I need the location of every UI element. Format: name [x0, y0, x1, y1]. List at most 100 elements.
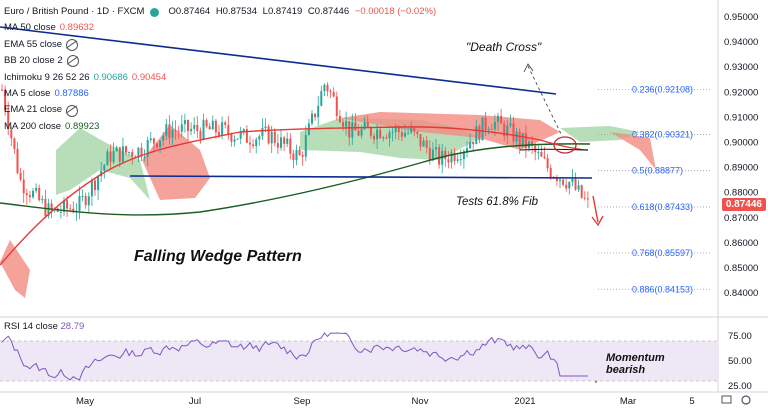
change-value: −0.00018 (−0.02%) [354, 6, 437, 17]
candle-body [515, 131, 518, 142]
candle-body [447, 159, 450, 163]
indicator-value: 0.89632 [59, 22, 95, 34]
candle-body [146, 140, 149, 157]
candle-body [156, 143, 158, 148]
indicator-ma50[interactable]: MA 50 close 0.89632 [4, 20, 436, 36]
candle-body [286, 138, 289, 144]
indicator-ema55[interactable]: EMA 55 close [4, 37, 436, 53]
candle-body [224, 122, 227, 125]
price-tick-label: 0.87000 [724, 213, 758, 224]
candle-body [484, 117, 487, 130]
candle-body [84, 195, 87, 206]
candle-body [264, 126, 267, 128]
candle-body [472, 141, 475, 145]
rsi-tick-label: 50.00 [728, 356, 752, 367]
hidden-eye-icon[interactable] [66, 39, 79, 52]
candle-body [503, 123, 506, 137]
bearish-arrow [592, 195, 599, 223]
candle-body [475, 126, 478, 145]
candle-body [100, 170, 103, 177]
candle-body [444, 150, 447, 160]
candle-body [252, 144, 255, 147]
candle-body [478, 126, 481, 141]
gear-icon [741, 395, 751, 405]
candle-body [47, 203, 50, 217]
candle-body [87, 196, 90, 206]
candle-body [242, 129, 245, 132]
indicator-ichimoku[interactable]: Ichimoku 9 26 52 26 0.90686 0.90454 [4, 70, 436, 86]
price-tick-label: 0.88000 [724, 188, 758, 199]
candle-body [171, 129, 174, 138]
candle-body [32, 190, 34, 198]
candle-body [193, 124, 196, 129]
price-tick-label: 0.92000 [724, 87, 758, 98]
candle-body [35, 187, 38, 191]
candle-body [568, 182, 571, 189]
candle-body [304, 134, 307, 157]
indicator-ma200[interactable]: MA 200 close 0.89923 [4, 119, 436, 135]
momentum-line-1: Momentum [606, 352, 665, 364]
candle-body [196, 124, 199, 132]
tests-fib-annotation: Tests 61.8% Fib [456, 196, 539, 208]
candle-body [459, 159, 462, 161]
ma50-line [0, 126, 589, 266]
candle-body [404, 132, 406, 137]
candle-body [555, 177, 558, 182]
candle-body [549, 168, 552, 178]
candle-body [245, 129, 248, 143]
indicator-bb20[interactable]: BB 20 close 2 [4, 53, 436, 69]
rsi-line [1, 332, 588, 381]
candle-body [267, 126, 270, 144]
candle-body [187, 120, 189, 132]
candle-body [78, 195, 81, 211]
candle-body [273, 131, 276, 144]
hidden-eye-icon[interactable] [66, 104, 79, 117]
indicator-ma5[interactable]: MA 5 close 0.87886 [4, 86, 436, 102]
candle-body [66, 200, 69, 209]
candle-body [174, 129, 177, 131]
ichimoku-cloud [0, 240, 30, 298]
candle-body [4, 89, 7, 111]
candle-body [289, 138, 292, 154]
candle-body [59, 211, 62, 213]
rsi-tick-label: 25.00 [728, 381, 752, 392]
ichimoku-cloud [56, 128, 150, 200]
ma200-line [0, 143, 591, 216]
candle-body [586, 198, 589, 200]
candle-body [376, 129, 379, 140]
ohlc-values: O0.87464 H0.87534 L0.87419 C0.87446 −0.0… [165, 4, 436, 20]
rsi-tick-label: 75.00 [728, 331, 752, 342]
candle-body [413, 127, 416, 132]
candle-body [112, 151, 115, 162]
death-cross-marker [553, 136, 577, 154]
candle-body [422, 140, 425, 147]
candle-body [369, 127, 372, 136]
wedge-upper-trendline [0, 26, 557, 95]
time-tick-label: May [76, 396, 94, 407]
candle-body [363, 122, 366, 129]
candle-body [565, 184, 568, 189]
candle-body [236, 138, 239, 140]
fib-level-label: 0.236(0.92108) [632, 85, 693, 95]
price-tick-label: 0.84000 [724, 288, 758, 299]
candle-body [580, 185, 583, 198]
candle-body [137, 147, 140, 159]
candle-body [19, 172, 22, 180]
symbol-title[interactable]: Euro / British Pound · 1D · FXCM [4, 6, 145, 17]
hidden-eye-icon[interactable] [66, 55, 79, 68]
candle-body [574, 178, 577, 190]
price-tick-label: 0.93000 [724, 62, 758, 73]
time-tick-label: Mar [620, 396, 636, 407]
candle-body [540, 151, 543, 157]
candle-body [441, 150, 444, 165]
candle-body [44, 198, 47, 217]
indicator-ema21[interactable]: EMA 21 close [4, 102, 436, 118]
rsi-legend[interactable]: RSI 14 close 28.79 [4, 321, 84, 332]
candle-body [506, 125, 509, 137]
price-tick-label: 0.90000 [724, 138, 758, 149]
candle-body [416, 131, 419, 135]
indicator-label: EMA 21 close [4, 104, 63, 116]
candle-body [168, 124, 171, 138]
candle-body [397, 127, 400, 133]
